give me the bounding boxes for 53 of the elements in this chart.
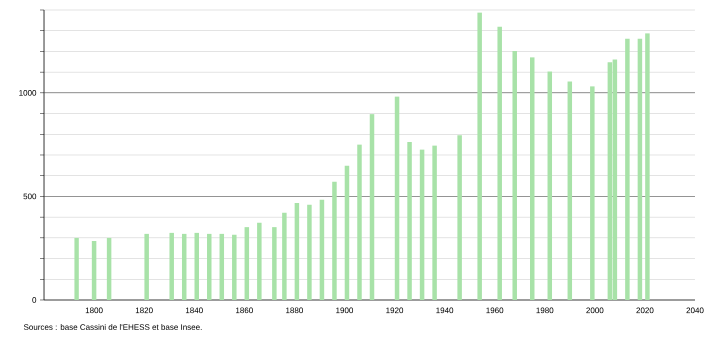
bar [307, 204, 312, 300]
bar [294, 203, 300, 300]
bar [420, 150, 424, 300]
y-tick-label: 1000 [19, 90, 36, 96]
bar [548, 72, 552, 300]
bar [272, 227, 277, 300]
bar [182, 234, 186, 300]
bar [169, 232, 174, 300]
bar [344, 166, 350, 300]
bar [106, 238, 112, 300]
x-tick-label: 1920 [386, 308, 404, 314]
x-tick-label: 2040 [686, 308, 704, 314]
bar [394, 96, 400, 300]
bar [207, 234, 212, 300]
bar [257, 222, 262, 300]
bar [590, 86, 595, 300]
bar [92, 240, 96, 300]
bar [568, 81, 572, 300]
x-tick-label: 1900 [336, 308, 354, 314]
bar [497, 26, 502, 300]
bar [407, 142, 412, 300]
bar [625, 38, 630, 300]
x-tick-label: 1820 [136, 308, 153, 314]
bar [320, 200, 324, 300]
bar [512, 51, 517, 300]
x-tick-label: 1940 [436, 308, 454, 314]
x-tick-label: 2020 [636, 308, 654, 314]
bar [645, 33, 650, 300]
y-tick-label: 500 [23, 194, 36, 200]
bar [477, 12, 482, 300]
bar [144, 234, 149, 300]
bar [74, 238, 79, 300]
x-tick-label: 2000 [586, 308, 604, 314]
x-tick-label: 1960 [486, 308, 504, 314]
x-tick-label: 1800 [86, 308, 103, 314]
bar [332, 182, 337, 300]
bar [244, 227, 250, 300]
y-tick-label: 0 [32, 297, 36, 303]
x-tick-label: 1880 [286, 308, 303, 314]
bar [432, 146, 437, 300]
x-tick-label: 1840 [186, 308, 203, 314]
bar [194, 232, 199, 300]
bar [232, 234, 237, 300]
x-tick-label: 1980 [536, 308, 554, 314]
source-note: Sources : base Cassini de l'EHESS et base Insee. [24, 324, 202, 330]
bar [220, 234, 224, 300]
x-tick-label: 1860 [236, 308, 253, 314]
bar [638, 38, 642, 300]
bar [370, 114, 374, 300]
bar [530, 57, 534, 300]
bar [457, 135, 462, 300]
bar [357, 144, 362, 300]
bar [282, 212, 287, 300]
